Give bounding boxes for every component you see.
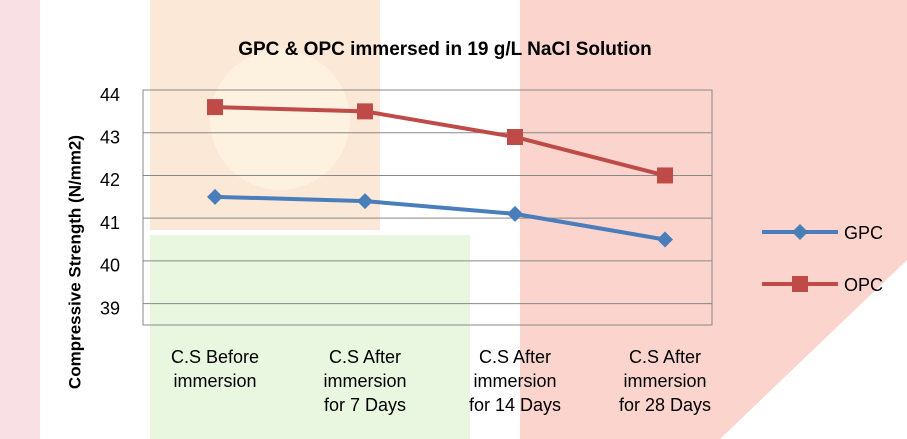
x-tick-label: C.S After immersion for 14 Days [469, 347, 561, 415]
series-line [214, 194, 666, 242]
x-tick-label: C.S Before immersion [171, 347, 259, 391]
point [357, 193, 373, 210]
point [507, 129, 523, 145]
y-tick-label: 42 [100, 170, 120, 190]
series-line [214, 105, 666, 178]
y-axis-title: Compressive Strength (N/mm2) [65, 135, 84, 389]
x-tick-label: C.S After immersion for 28 Days [619, 347, 711, 415]
point [207, 188, 223, 205]
y-tick-label: 41 [100, 213, 120, 233]
point [792, 224, 808, 240]
point [792, 276, 808, 292]
point [507, 205, 523, 222]
legend-label: GPC [844, 223, 883, 243]
y-tick-label: 40 [100, 256, 120, 276]
point [657, 167, 673, 184]
point [657, 231, 673, 248]
x-tick-label: C.S After immersion for 7 Days [323, 347, 406, 415]
point [357, 103, 373, 120]
y-tick-label: 39 [100, 298, 120, 318]
point [207, 99, 223, 116]
y-tick-label: 43 [100, 127, 120, 147]
y-tick-label: 44 [100, 85, 120, 105]
legend-label: OPC [844, 275, 883, 295]
chart-title: GPC & OPC immersed in 19 g/L NaCl Soluti… [238, 39, 652, 60]
